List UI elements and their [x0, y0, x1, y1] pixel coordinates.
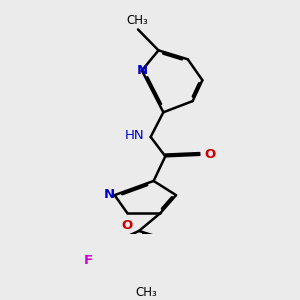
Text: CH₃: CH₃ [135, 286, 157, 299]
Text: O: O [121, 219, 132, 232]
Text: F: F [84, 254, 93, 267]
Text: N: N [136, 64, 148, 77]
Text: HN: HN [125, 129, 145, 142]
Text: CH₃: CH₃ [126, 14, 148, 27]
Text: N: N [104, 188, 115, 201]
Text: O: O [204, 148, 215, 161]
